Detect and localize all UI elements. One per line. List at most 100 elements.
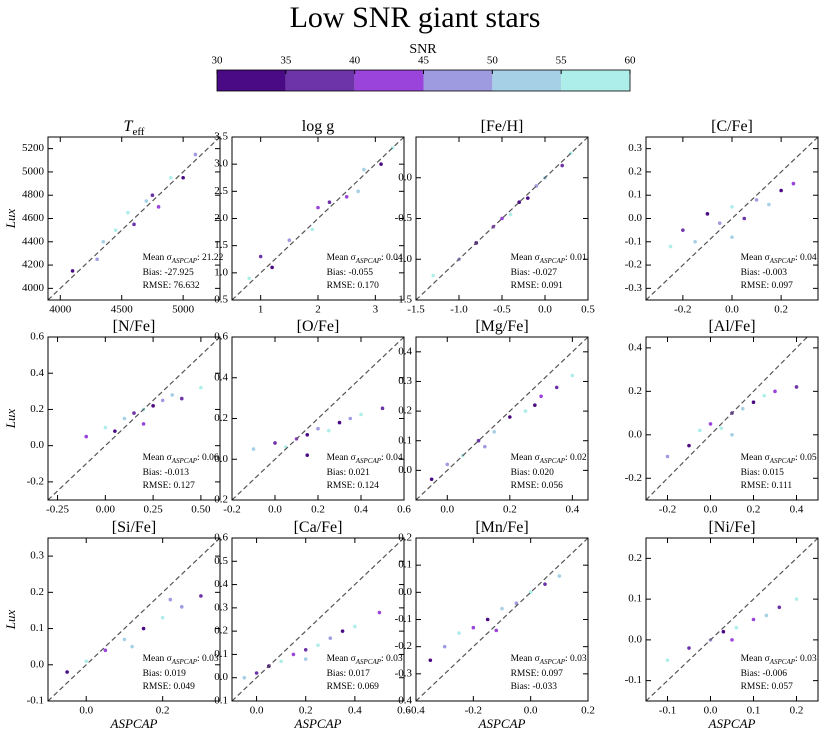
point <box>130 644 134 649</box>
x-tick-label: -0.5 <box>493 304 511 316</box>
y-tick-label: -0.1 <box>27 695 44 707</box>
point <box>379 162 383 166</box>
stat-line: Bias: -0.027 <box>511 268 558 278</box>
point <box>500 216 504 221</box>
x-tick-label: 0.2 <box>156 705 170 717</box>
point <box>665 658 670 663</box>
stat-line: Bias: 0.021 <box>327 468 371 478</box>
x-tick-label: -1.5 <box>407 304 425 316</box>
x-tick-label: 0.0 <box>268 504 282 516</box>
y-tick-label: 0.4 <box>30 367 44 379</box>
stat-mean: Mean σASPCAP: 21.22 <box>143 253 224 264</box>
stat-line: RMSE: 0.097 <box>741 281 794 291</box>
stat-mean-value: : 0.04 <box>795 253 817 263</box>
point <box>431 273 436 278</box>
x-tick-label: 0.00 <box>96 504 116 516</box>
panel: [Mn/Fe] -0.4 -0.2 0.0 0.2 -0.4 -0.3 -0.2 -0.1 0.0… <box>395 519 595 731</box>
point <box>150 193 155 198</box>
colorbar-segment <box>561 70 630 91</box>
y-tick-label: 0.1 <box>398 434 412 446</box>
panel: [Mg/Fe] 0.0 0.2 0.4 0.0 0.1 0.2 0.3 0.4 Mean σASP… <box>398 318 589 516</box>
point <box>773 389 777 394</box>
stat-line: RMSE: 0.127 <box>143 481 196 491</box>
colorbar-tick-label: 35 <box>280 55 292 67</box>
y-tick-label: 0.1 <box>628 593 642 605</box>
x-tick-label: 5000 <box>172 304 195 316</box>
y-tick-label: 0.0 <box>628 633 642 645</box>
y-tick-label: 1.5 <box>214 239 228 251</box>
panel-title: [Fe/H] <box>481 118 524 135</box>
stat-mean-sub: ASPCAP <box>355 257 382 265</box>
y-tick-label: 1.0 <box>214 266 228 278</box>
point <box>751 400 756 405</box>
one-to-one-line <box>415 336 589 501</box>
x-tick-label: 0.0 <box>440 504 454 516</box>
y-tick-label: 0.4 <box>214 578 228 590</box>
panel-title: [N/Fe] <box>113 318 156 335</box>
point <box>327 200 332 204</box>
point <box>557 574 562 578</box>
point <box>279 659 283 664</box>
point <box>305 453 310 457</box>
y-tick-label: 3.0 <box>214 158 228 170</box>
y-tick-label: 4200 <box>22 259 45 271</box>
panel: [N/Fe] -0.25 0.00 0.25 0.50 -0.2 0.0 0.2 0.4 0.6 M… <box>3 318 221 516</box>
one-to-one-line <box>47 336 221 501</box>
stat-line: Bias: -0.013 <box>143 468 190 478</box>
stat-mean-text: Mean σ <box>143 253 172 263</box>
x-tick-label: 0.0 <box>538 304 552 316</box>
x-tick-label: 0.6 <box>397 705 411 717</box>
y-tick-label: 0.0 <box>398 586 412 598</box>
x-axis-label: ASPCAP <box>708 716 756 731</box>
axes-frame <box>645 537 819 702</box>
point <box>84 659 89 663</box>
point <box>84 434 89 439</box>
panel: Teff 4000 4500 5000 4000 4200 4400 4600 4800 5000… <box>3 118 224 316</box>
stat-mean-sub: ASPCAP <box>355 457 382 465</box>
point <box>287 238 292 243</box>
stat-line: RMSE: 0.069 <box>327 682 380 692</box>
stat-mean: Mean σASPCAP: 0.04 <box>327 453 403 464</box>
y-tick-label: 5000 <box>22 165 45 177</box>
x-axis-label: ASPCAP <box>478 716 526 731</box>
point <box>687 443 691 448</box>
stat-line: RMSE: 0.097 <box>511 669 564 679</box>
x-tick-label: 0.50 <box>191 504 211 516</box>
point <box>247 276 251 281</box>
y-tick-label: -0.1 <box>625 235 642 247</box>
y-tick-label: -0.4 <box>395 695 413 707</box>
point <box>316 643 320 647</box>
y-tick-label: 0.0 <box>398 464 412 476</box>
y-tick-label: 0.4 <box>628 341 642 353</box>
y-tick-label: -0.1 <box>395 613 412 625</box>
point <box>122 416 127 421</box>
y-axis-label: Lux <box>3 209 18 230</box>
point <box>344 194 349 199</box>
stat-mean-value: : 21.22 <box>197 253 224 263</box>
point <box>126 210 130 215</box>
point <box>113 228 118 232</box>
x-tick-label: -0.2 <box>659 504 676 516</box>
y-tick-label: -0.3 <box>395 667 413 679</box>
x-tick-label: 0.4 <box>354 504 368 516</box>
point <box>485 617 490 622</box>
x-tick-label: 0.25 <box>143 504 163 516</box>
title-text: T <box>124 118 134 135</box>
point <box>687 646 691 650</box>
y-tick-label: 4400 <box>22 235 45 247</box>
x-tick-label: 1 <box>258 304 264 316</box>
point <box>665 454 670 459</box>
axes-frame <box>645 336 819 501</box>
y-tick-label: 0.2 <box>214 625 228 637</box>
point <box>508 212 513 217</box>
point <box>156 205 161 209</box>
y-tick-label: 0.1 <box>214 648 228 660</box>
panel-title: [Mn/Fe] <box>475 519 528 536</box>
stat-mean-text: Mean σ <box>511 253 540 263</box>
point <box>764 613 769 618</box>
title-text: [Ca/Fe] <box>294 519 343 536</box>
y-tick-label: 0.0 <box>398 171 412 183</box>
y-tick-label: 0.5 <box>214 294 228 306</box>
point <box>251 447 256 451</box>
